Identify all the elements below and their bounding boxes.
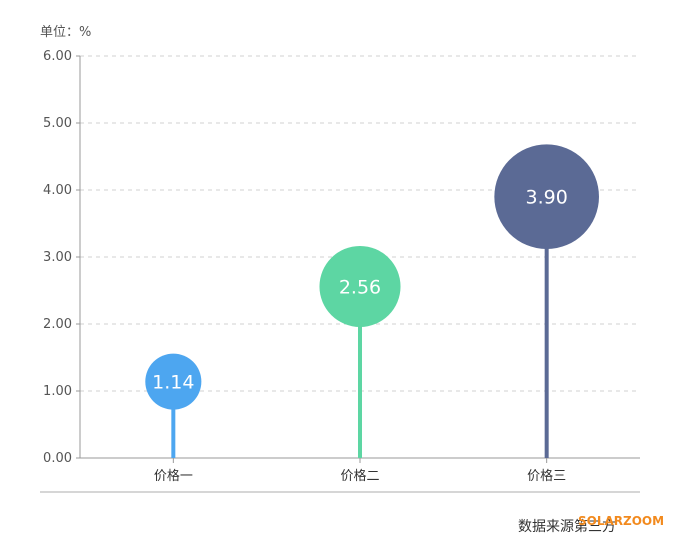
lollipop-bubble — [145, 353, 202, 410]
source-label: 数据来源第三方 — [518, 518, 616, 535]
value-label: 1.14 — [152, 372, 194, 394]
lollipop-bubble — [319, 245, 401, 328]
value-label: 3.90 — [526, 187, 568, 209]
y-tick-label: 1.00 — [43, 384, 72, 399]
unit-label: 单位：% — [40, 25, 91, 40]
x-tick-label: 价格三 — [527, 468, 566, 484]
y-tick-label: 5.00 — [43, 116, 72, 131]
y-tick-label: 6.00 — [43, 49, 72, 64]
solarzoom-watermark: SOLARZOOM — [578, 514, 664, 528]
x-tick-label: 价格二 — [340, 468, 379, 484]
y-tick-label: 4.00 — [43, 183, 72, 198]
y-tick-label: 0.00 — [43, 451, 72, 466]
lollipop-bubble — [494, 144, 599, 250]
data-marks: 1.14 2.56 3.90 — [145, 144, 599, 458]
y-tick-label: 2.00 — [43, 317, 72, 332]
y-tick-label: 3.00 — [43, 250, 72, 265]
value-label: 2.56 — [339, 276, 381, 298]
x-tick-label: 价格一 — [154, 468, 193, 484]
